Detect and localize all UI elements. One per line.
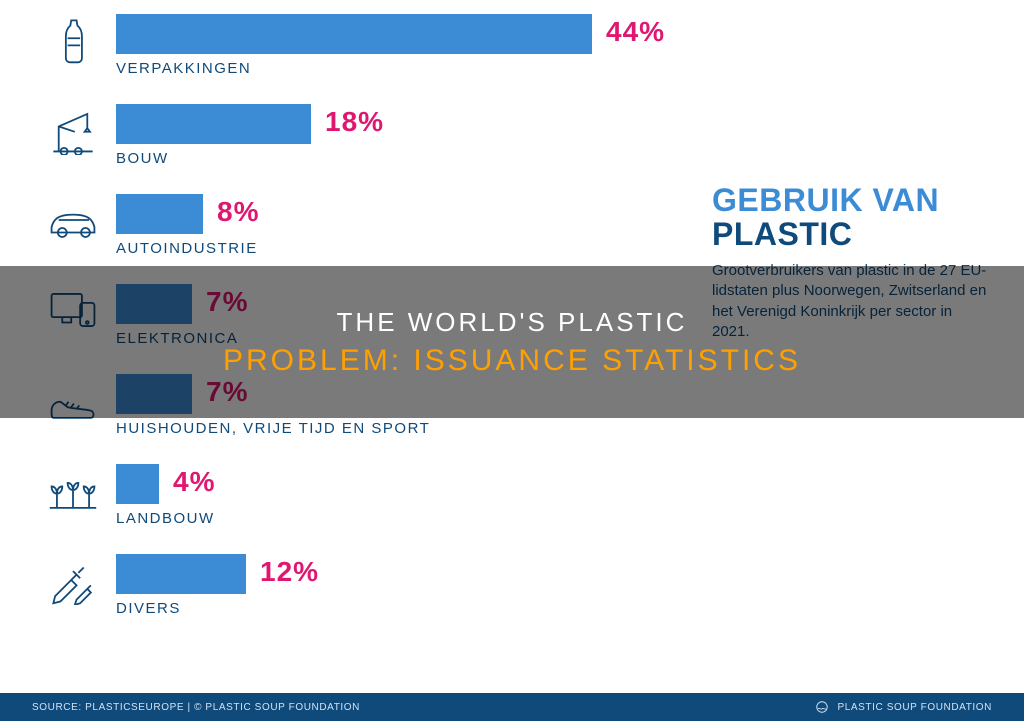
chart-row: 44% VERPAKKINGEN bbox=[36, 12, 666, 102]
car-icon bbox=[36, 192, 110, 248]
chart-row: 4% LANDBOUW bbox=[36, 462, 666, 552]
bar-value: 44% bbox=[606, 16, 665, 48]
sidebar-title-line1: GEBRUIK VAN bbox=[712, 184, 992, 218]
footer-right: PLASTIC SOUP FOUNDATION bbox=[815, 700, 992, 714]
chart-row: 18% BOUW bbox=[36, 102, 666, 192]
footer-brand: PLASTIC SOUP FOUNDATION bbox=[837, 702, 992, 713]
bar-value: 8% bbox=[217, 196, 259, 228]
bar-value: 18% bbox=[325, 106, 384, 138]
footer-logo-icon bbox=[815, 700, 829, 714]
bar bbox=[116, 464, 159, 504]
bar bbox=[116, 104, 311, 144]
crane-icon bbox=[36, 102, 110, 158]
bar bbox=[116, 554, 246, 594]
bar bbox=[116, 194, 203, 234]
bar-label: AUTOINDUSTRIE bbox=[116, 240, 258, 257]
footer: SOURCE: PLASTICSEUROPE | © PLASTIC SOUP … bbox=[0, 693, 1024, 721]
syringes-icon bbox=[36, 552, 110, 608]
bar-label: LANDBOUW bbox=[116, 510, 215, 527]
overlay-band: THE WORLD'S PLASTIC PROBLEM: ISSUANCE ST… bbox=[0, 266, 1024, 418]
overlay-line2: PROBLEM: ISSUANCE STATISTICS bbox=[223, 344, 801, 378]
overlay-line1: THE WORLD'S PLASTIC bbox=[223, 307, 801, 338]
chart-row: 12% DIVERS bbox=[36, 552, 666, 642]
bar bbox=[116, 14, 592, 54]
bar-label: DIVERS bbox=[116, 600, 181, 617]
footer-source: SOURCE: PLASTICSEUROPE | © PLASTIC SOUP … bbox=[32, 702, 360, 713]
page: 44%VERPAKKINGEN18%BOUW8%AUTOINDUSTRIE7%E… bbox=[0, 0, 1024, 721]
bar-label: VERPAKKINGEN bbox=[116, 60, 251, 77]
overlay-text: THE WORLD'S PLASTIC PROBLEM: ISSUANCE ST… bbox=[223, 307, 801, 378]
bar-value: 12% bbox=[260, 556, 319, 588]
plants-icon bbox=[36, 462, 110, 518]
bottle-icon bbox=[36, 12, 110, 68]
bar-value: 4% bbox=[173, 466, 215, 498]
sidebar-title-line2: PLASTIC bbox=[712, 218, 992, 252]
bar-label: HUISHOUDEN, VRIJE TIJD EN SPORT bbox=[116, 420, 430, 437]
bar-label: BOUW bbox=[116, 150, 169, 167]
